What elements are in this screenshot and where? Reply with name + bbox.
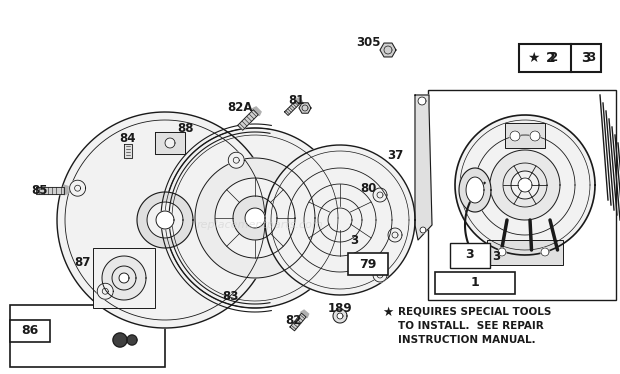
Text: 88: 88 <box>177 122 193 135</box>
Text: TO INSTALL.  SEE REPAIR: TO INSTALL. SEE REPAIR <box>398 321 544 331</box>
Text: 84: 84 <box>120 132 136 144</box>
Polygon shape <box>490 150 560 220</box>
Bar <box>93 248 155 308</box>
Text: REQUIRES SPECIAL TOOLS: REQUIRES SPECIAL TOOLS <box>398 307 551 317</box>
Text: 82A: 82A <box>228 101 253 113</box>
Polygon shape <box>285 101 299 116</box>
Polygon shape <box>57 112 273 328</box>
Bar <box>10 320 50 342</box>
Text: 85: 85 <box>32 184 48 196</box>
Polygon shape <box>290 313 306 331</box>
Text: 2: 2 <box>549 50 557 64</box>
Text: 3: 3 <box>587 50 595 64</box>
Polygon shape <box>165 128 345 308</box>
Polygon shape <box>265 145 415 295</box>
Polygon shape <box>510 131 520 141</box>
Polygon shape <box>119 273 129 283</box>
Polygon shape <box>320 170 408 282</box>
Polygon shape <box>530 131 540 141</box>
Bar <box>487 240 563 265</box>
Text: ★: ★ <box>527 51 539 65</box>
Text: 189: 189 <box>328 301 352 315</box>
Text: 3: 3 <box>466 248 474 261</box>
Polygon shape <box>127 335 137 345</box>
Polygon shape <box>165 138 175 148</box>
Text: 3: 3 <box>350 233 358 246</box>
Polygon shape <box>295 98 303 105</box>
Text: 3: 3 <box>492 249 500 263</box>
Polygon shape <box>156 211 174 229</box>
Polygon shape <box>237 110 259 130</box>
Polygon shape <box>337 313 343 319</box>
Bar <box>519 44 601 72</box>
Text: 82: 82 <box>285 313 301 327</box>
Polygon shape <box>64 185 68 195</box>
Bar <box>10 305 165 367</box>
Polygon shape <box>388 228 402 242</box>
Polygon shape <box>155 132 185 154</box>
Polygon shape <box>124 144 132 158</box>
Polygon shape <box>455 115 595 255</box>
Text: 81: 81 <box>288 94 304 107</box>
Text: 80: 80 <box>360 181 376 194</box>
Text: 305: 305 <box>356 36 380 49</box>
Polygon shape <box>333 309 347 323</box>
Polygon shape <box>418 97 426 105</box>
Polygon shape <box>252 107 261 116</box>
Text: 86: 86 <box>21 325 38 337</box>
Polygon shape <box>102 256 146 300</box>
Text: 87: 87 <box>74 255 90 269</box>
Polygon shape <box>69 180 86 196</box>
Polygon shape <box>195 158 315 278</box>
Polygon shape <box>373 268 387 282</box>
Polygon shape <box>511 171 539 199</box>
Polygon shape <box>498 248 506 256</box>
Polygon shape <box>113 333 127 347</box>
Bar <box>505 123 545 148</box>
Polygon shape <box>420 227 426 233</box>
Polygon shape <box>228 152 244 168</box>
Text: 2: 2 <box>546 51 556 65</box>
Bar <box>435 272 515 294</box>
Polygon shape <box>233 196 277 240</box>
Polygon shape <box>490 123 563 255</box>
Bar <box>348 253 388 275</box>
Polygon shape <box>137 192 193 248</box>
Text: 3: 3 <box>581 51 591 65</box>
Polygon shape <box>245 208 265 228</box>
Text: INSTRUCTION MANUAL.: INSTRUCTION MANUAL. <box>398 335 536 345</box>
Text: 37: 37 <box>387 148 403 162</box>
Polygon shape <box>97 283 113 299</box>
Polygon shape <box>299 103 311 113</box>
Polygon shape <box>541 248 549 256</box>
Text: replacementparts.com: replacementparts.com <box>197 220 324 230</box>
Polygon shape <box>459 168 491 212</box>
Bar <box>450 243 490 268</box>
Polygon shape <box>415 95 432 240</box>
Text: 83: 83 <box>222 291 238 303</box>
Polygon shape <box>380 43 396 57</box>
Polygon shape <box>36 187 64 193</box>
Text: 1: 1 <box>471 276 479 289</box>
Bar <box>428 90 616 300</box>
Polygon shape <box>518 178 532 192</box>
Text: ★: ★ <box>382 306 393 319</box>
Polygon shape <box>373 188 387 202</box>
Polygon shape <box>466 177 484 203</box>
Polygon shape <box>147 202 183 238</box>
Polygon shape <box>301 310 309 318</box>
Text: 79: 79 <box>360 258 377 270</box>
Polygon shape <box>215 178 295 258</box>
